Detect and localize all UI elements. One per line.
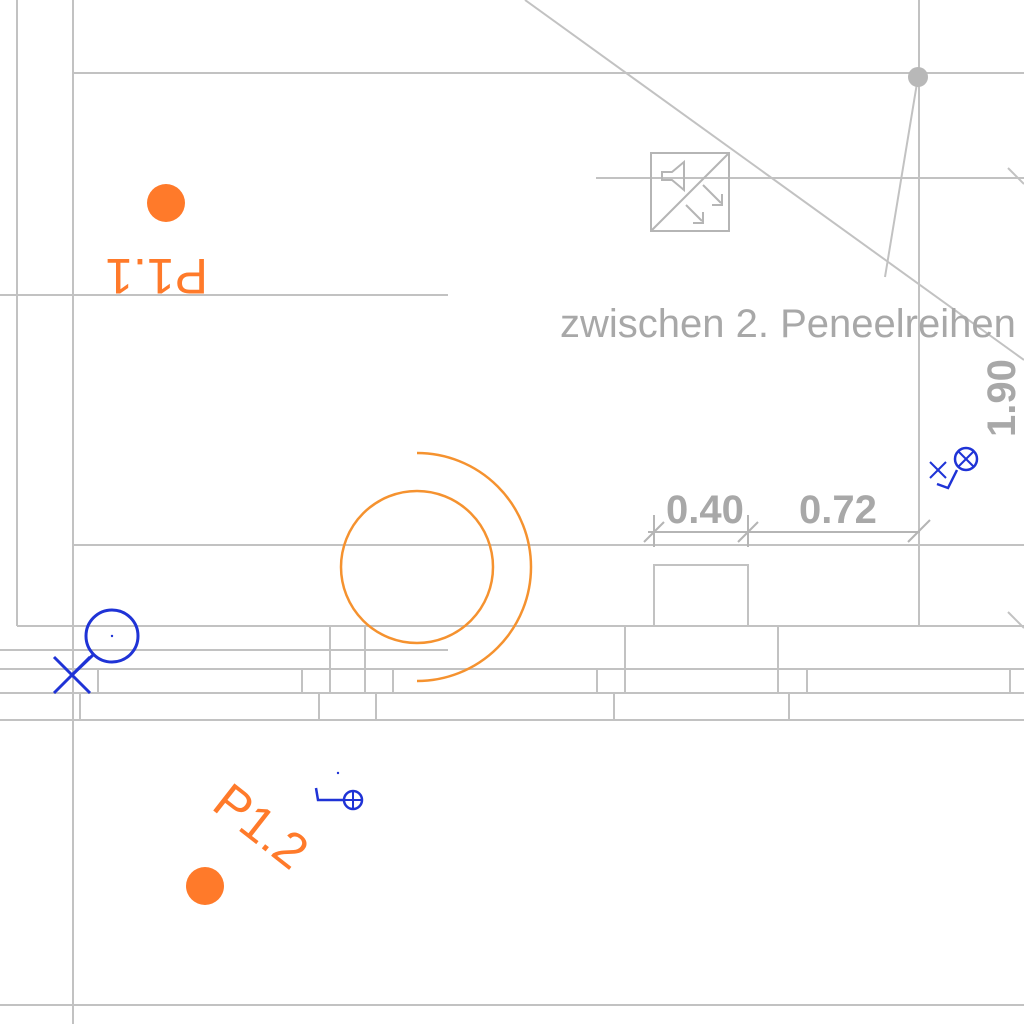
- point-marker-p1-1: [147, 184, 185, 222]
- note-text: zwischen 2. Peneelreihen: [560, 302, 1016, 346]
- light-switch-icon: [314, 771, 364, 811]
- dimension-height-label: 1.90: [980, 359, 1024, 437]
- speaker-icon: [650, 152, 730, 232]
- ceiling-light-icon: [52, 608, 140, 695]
- dimension-label-040: 0.40: [666, 488, 744, 532]
- point-marker-p1-2: [186, 867, 224, 905]
- sensor-range-icon: [339, 451, 533, 683]
- point-label-p1-1: P1.1: [105, 248, 208, 304]
- leader-dot: [908, 67, 928, 87]
- dimension-label-072: 0.72: [799, 488, 877, 532]
- wall-outlet-icon: [929, 446, 979, 490]
- point-label-p1-2: P1.2: [203, 773, 319, 880]
- dimension-line: [643, 515, 931, 547]
